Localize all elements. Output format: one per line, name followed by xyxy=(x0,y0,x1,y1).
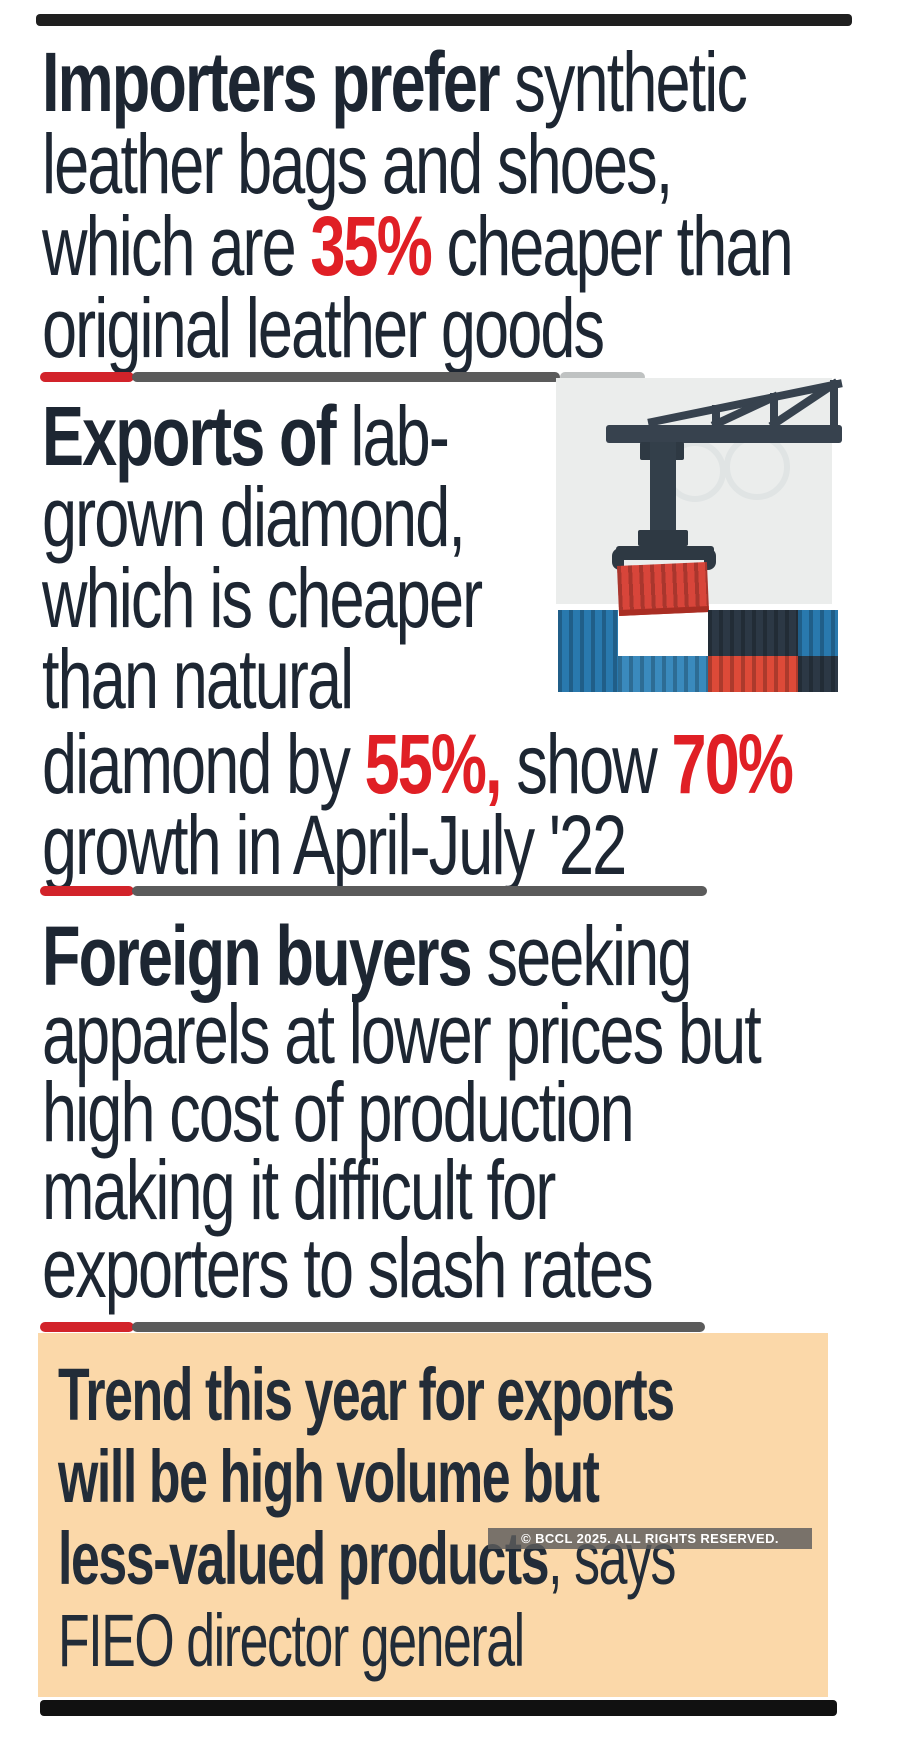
stat-55-percent: 55%, xyxy=(364,717,503,811)
importers-line-3: which are 35% cheaper than xyxy=(42,199,794,293)
stacked-container-icon xyxy=(798,656,838,692)
diamond-line-4: than natural xyxy=(42,632,354,726)
quote-line-4: FIEO director general xyxy=(58,1599,525,1682)
buyers-line-1: Foreign buyers seeking xyxy=(42,909,692,1003)
buyers-line-4: making it difficult for xyxy=(42,1143,556,1237)
buyers-line-2: apparels at lower prices but xyxy=(42,987,762,1081)
hanging-red-container-icon xyxy=(616,562,710,616)
stacked-container-icon xyxy=(798,610,838,656)
buyers-lead-bold: Foreign buyers xyxy=(42,909,487,1003)
port-crane-loading-containers-icon xyxy=(556,378,846,692)
importers-lead-bold: Importers prefer xyxy=(42,35,515,129)
stacked-container-icon xyxy=(618,656,708,692)
divider-light-segment xyxy=(560,372,645,382)
section-divider-2 xyxy=(0,886,900,896)
stacked-container-icon xyxy=(558,610,618,656)
diamond-line-6: growth in April-July '22 xyxy=(42,798,627,892)
crane-mast-icon xyxy=(650,442,676,538)
crane-spreader-icon xyxy=(616,546,714,560)
divider-red-segment xyxy=(40,886,134,896)
diamond-line-2: grown diamond, xyxy=(42,470,466,564)
divider-gray-segment xyxy=(132,1322,705,1332)
quote-highlight-box xyxy=(38,1333,828,1697)
stacked-container-icon xyxy=(708,610,798,656)
diamond-line-5: diamond by 55%, show 70% xyxy=(42,717,794,811)
divider-gray-segment xyxy=(132,372,560,382)
divider-red-segment xyxy=(40,1322,134,1332)
stacked-container-icon xyxy=(708,656,798,692)
divider-gray-segment xyxy=(132,886,707,896)
quote-line-1: Trend this year for exports xyxy=(58,1353,675,1436)
section-divider-3 xyxy=(0,1322,900,1332)
stat-70-percent: 70% xyxy=(671,717,794,811)
crane-beam-icon xyxy=(606,425,842,443)
diamond-line-1: Exports of lab- xyxy=(42,389,450,483)
buyers-line-5: exporters to slash rates xyxy=(42,1221,654,1315)
importers-line-1: Importers prefer synthetic xyxy=(42,35,748,129)
quote-line-3: less-valued products, says xyxy=(58,1517,676,1600)
diamond-line-3: which is cheaper xyxy=(42,551,483,645)
crane-jib-truss-icon xyxy=(647,378,843,426)
importers-line-4: original leather goods xyxy=(42,281,605,375)
stacked-container-icon xyxy=(558,656,618,692)
buyers-line-3: high cost of production xyxy=(42,1065,635,1159)
divider-red-segment xyxy=(40,372,134,382)
bccl-copyright-watermark: © BCCL 2025. ALL RIGHTS RESERVED. xyxy=(488,1528,812,1549)
importers-line-2: leather bags and shoes, xyxy=(42,117,673,211)
crane-cable-arc-icon xyxy=(724,434,790,500)
bottom-rule xyxy=(40,1700,837,1716)
section-divider-1 xyxy=(0,372,900,382)
quote-line-2: will be high volume but xyxy=(58,1435,600,1518)
spreader-claw-left-icon xyxy=(612,548,624,570)
crane-mast-base-icon xyxy=(638,530,688,546)
stat-35-percent: 35% xyxy=(310,199,432,293)
diamond-lead-bold: Exports of xyxy=(42,389,351,483)
top-rule xyxy=(36,14,852,26)
